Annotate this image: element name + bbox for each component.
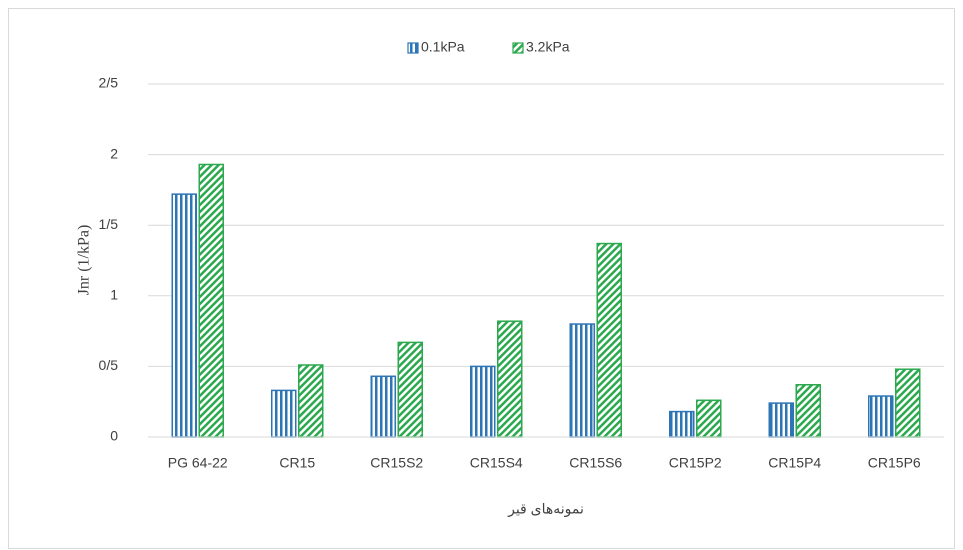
legend-swatch — [512, 42, 524, 54]
x-tick-label: CR15S4 — [470, 455, 523, 471]
x-tick-label: CR15P4 — [768, 455, 821, 471]
bar — [895, 368, 921, 438]
y-tick-label: 2/5 — [99, 75, 119, 91]
x-tick-label: CR15S2 — [370, 455, 423, 471]
x-tick-label: CR15P6 — [868, 455, 921, 471]
bar — [696, 399, 722, 438]
bar — [298, 364, 324, 438]
bar — [795, 384, 821, 438]
x-tick-label: CR15S6 — [569, 455, 622, 471]
bar — [198, 163, 224, 438]
legend-label: 3.2kPa — [526, 39, 570, 55]
bar — [497, 320, 523, 438]
bar — [271, 389, 297, 438]
y-tick-label: 0 — [110, 428, 118, 444]
bar — [768, 402, 794, 438]
bar — [171, 193, 197, 438]
bar — [596, 242, 622, 438]
y-tick-label: 1 — [110, 287, 118, 303]
bar — [868, 395, 894, 438]
y-axis-title: Jnr (1/kPa) — [76, 225, 93, 296]
bar — [370, 375, 396, 438]
x-tick-label: CR15P2 — [669, 455, 722, 471]
chart-frame — [8, 8, 955, 549]
x-tick-label: PG 64-22 — [168, 455, 228, 471]
bar — [569, 323, 595, 438]
legend-label: 0.1kPa — [421, 39, 465, 55]
y-tick-label: 0/5 — [99, 357, 119, 373]
bar — [470, 365, 496, 438]
bar — [669, 410, 695, 438]
bar — [397, 341, 423, 438]
y-tick-label: 2 — [110, 145, 118, 161]
legend-swatch — [407, 42, 419, 54]
x-axis-title: نمونه‌های قیر — [507, 501, 584, 518]
x-tick-label: CR15 — [279, 455, 315, 471]
y-tick-label: 1/5 — [99, 216, 119, 232]
